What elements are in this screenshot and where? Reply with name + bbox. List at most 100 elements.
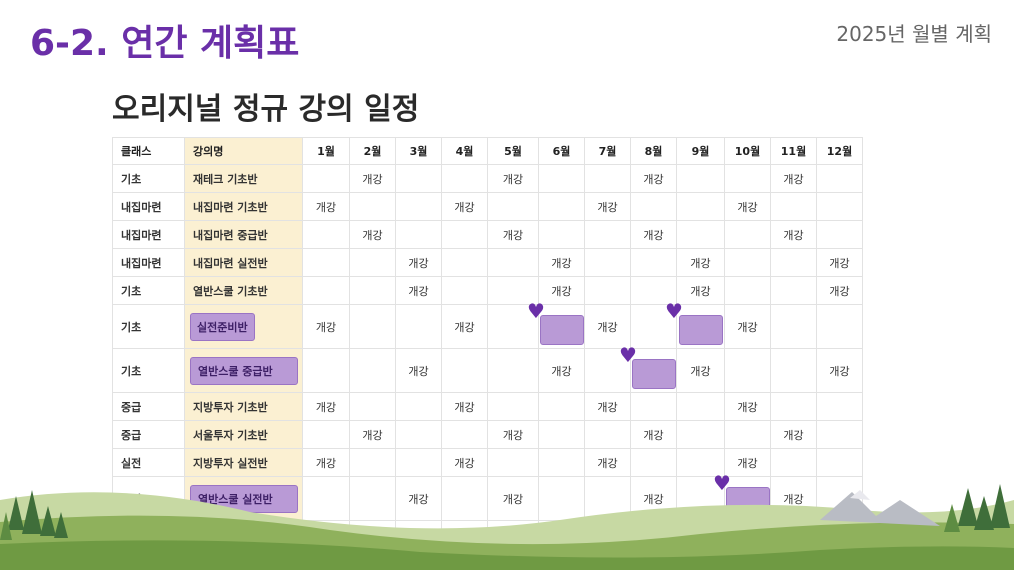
month-cell — [676, 392, 725, 421]
column-header: 클래스 — [112, 137, 185, 165]
month-cell — [816, 164, 863, 193]
class-cell: 기초 — [112, 164, 185, 193]
month-cell: 개강 — [724, 304, 771, 349]
class-cell: 내집마련 — [112, 220, 185, 249]
month-cell: 개강 — [487, 220, 539, 249]
plan-label: 2025년 월별 계획 — [836, 22, 992, 46]
month-cell — [487, 304, 539, 349]
month-cell: 개강 — [395, 476, 442, 521]
month-cell: 개강 — [441, 448, 488, 477]
month-cell: ♥ — [665, 301, 725, 349]
month-cell — [487, 348, 539, 393]
table-row: 내집마련 내집마련 실전반 개강 개강 개강 개강 — [112, 248, 863, 277]
month-cell: 개강 — [538, 276, 585, 305]
table-row: 기초 실전준비반 개강 개강 ♥ 개강 ♥ 개강 — [112, 301, 863, 349]
course-name-cell: 내집마련 실전반 — [184, 248, 303, 277]
month-cell: 개강 — [349, 164, 396, 193]
column-header: 2월 — [349, 137, 396, 165]
month-cell — [395, 164, 442, 193]
highlighted-course-name: 실전준비반 — [190, 312, 255, 341]
month-cell: 개강 — [302, 304, 350, 349]
month-cell: 개강 — [584, 192, 631, 221]
heart-icon: ♥ — [713, 471, 731, 495]
month-cell — [584, 420, 631, 449]
month-cell — [724, 248, 771, 277]
month-cell — [349, 304, 396, 349]
month-cell — [630, 304, 677, 349]
month-cell — [724, 276, 771, 305]
heart-icon: ♥ — [527, 299, 545, 323]
course-name-cell: 실전준비반 — [184, 304, 303, 349]
month-cell — [441, 420, 488, 449]
table-header-row: 클래스 강의명 1월 2월 3월 4월 5월 6월 7월 8월 9월 10월 11월 12월 — [112, 137, 863, 165]
month-cell: 개강 — [770, 420, 817, 449]
month-cell: 개강 — [487, 476, 539, 521]
month-cell: 개강 — [395, 248, 442, 277]
heart-icon: ♥ — [619, 343, 637, 367]
month-cell — [302, 476, 350, 521]
month-cell: ♥ — [619, 345, 677, 393]
month-cell — [676, 192, 725, 221]
month-cell — [538, 420, 585, 449]
month-cell — [816, 392, 863, 421]
month-cell: 개강 — [349, 220, 396, 249]
month-cell: 개강 — [770, 220, 817, 249]
month-cell — [349, 392, 396, 421]
month-cell — [538, 164, 585, 193]
column-header: 9월 — [676, 137, 725, 165]
month-cell — [584, 248, 631, 277]
course-name-cell: 재테크 기초반 — [184, 164, 303, 193]
column-header: 1월 — [302, 137, 350, 165]
month-cell: 개강 — [724, 392, 771, 421]
month-cell: 개강 — [395, 276, 442, 305]
month-cell: 개강 — [816, 348, 863, 393]
table-row: 기초 열반스쿨 기초반 개강 개강 개강 개강 — [112, 276, 863, 305]
month-cell — [770, 448, 817, 477]
month-cell — [349, 192, 396, 221]
month-cell — [487, 392, 539, 421]
table-row: 중급 지방투자 기초반 개강 개강 개강 개강 — [112, 392, 863, 421]
course-name-cell: 지방투자 기초반 — [184, 392, 303, 421]
month-cell — [724, 220, 771, 249]
month-cell — [302, 276, 350, 305]
month-cell — [349, 448, 396, 477]
schedule-table: 클래스 강의명 1월 2월 3월 4월 5월 6월 7월 8월 9월 10월 11월 12월 기초 재테크 기… — [112, 137, 863, 549]
month-cell — [395, 448, 442, 477]
class-cell: 기초 — [112, 304, 185, 349]
month-cell — [770, 304, 817, 349]
month-cell — [816, 304, 863, 349]
month-cell — [441, 348, 488, 393]
month-cell — [630, 248, 677, 277]
month-cell — [584, 220, 631, 249]
month-cell: 개강 — [816, 276, 863, 305]
month-cell: 개강 — [630, 220, 677, 249]
month-cell — [584, 348, 631, 393]
month-cell — [487, 276, 539, 305]
month-cell — [676, 220, 725, 249]
month-cell: 개강 — [487, 164, 539, 193]
class-cell: 내집마련 — [112, 248, 185, 277]
month-cell — [584, 164, 631, 193]
course-name-cell: 열반스쿨 중급반 — [184, 348, 303, 393]
month-cell: 개강 — [676, 248, 725, 277]
column-header: 11월 — [770, 137, 817, 165]
table-row: 내집마련 내집마련 중급반 개강 개강 개강 개강 — [112, 220, 863, 249]
month-cell: 개강 — [538, 348, 585, 393]
month-cell — [538, 192, 585, 221]
highlighted-open-cell — [631, 359, 676, 389]
month-cell: 개강 — [395, 348, 442, 393]
month-cell: 개강 — [816, 248, 863, 277]
month-cell — [302, 164, 350, 193]
month-cell: 개강 — [676, 348, 725, 393]
month-cell: 개강 — [349, 420, 396, 449]
month-cell — [630, 192, 677, 221]
month-cell: 개강 — [630, 164, 677, 193]
month-cell: 개강 — [584, 304, 631, 349]
class-cell: 실전 — [112, 448, 185, 477]
month-cell — [441, 164, 488, 193]
column-header: 6월 — [538, 137, 585, 165]
month-cell: 개강 — [630, 420, 677, 449]
section-subtitle: 오리지널 정규 강의 일정 — [112, 92, 420, 127]
column-header: 3월 — [395, 137, 442, 165]
column-header: 5월 — [487, 137, 539, 165]
